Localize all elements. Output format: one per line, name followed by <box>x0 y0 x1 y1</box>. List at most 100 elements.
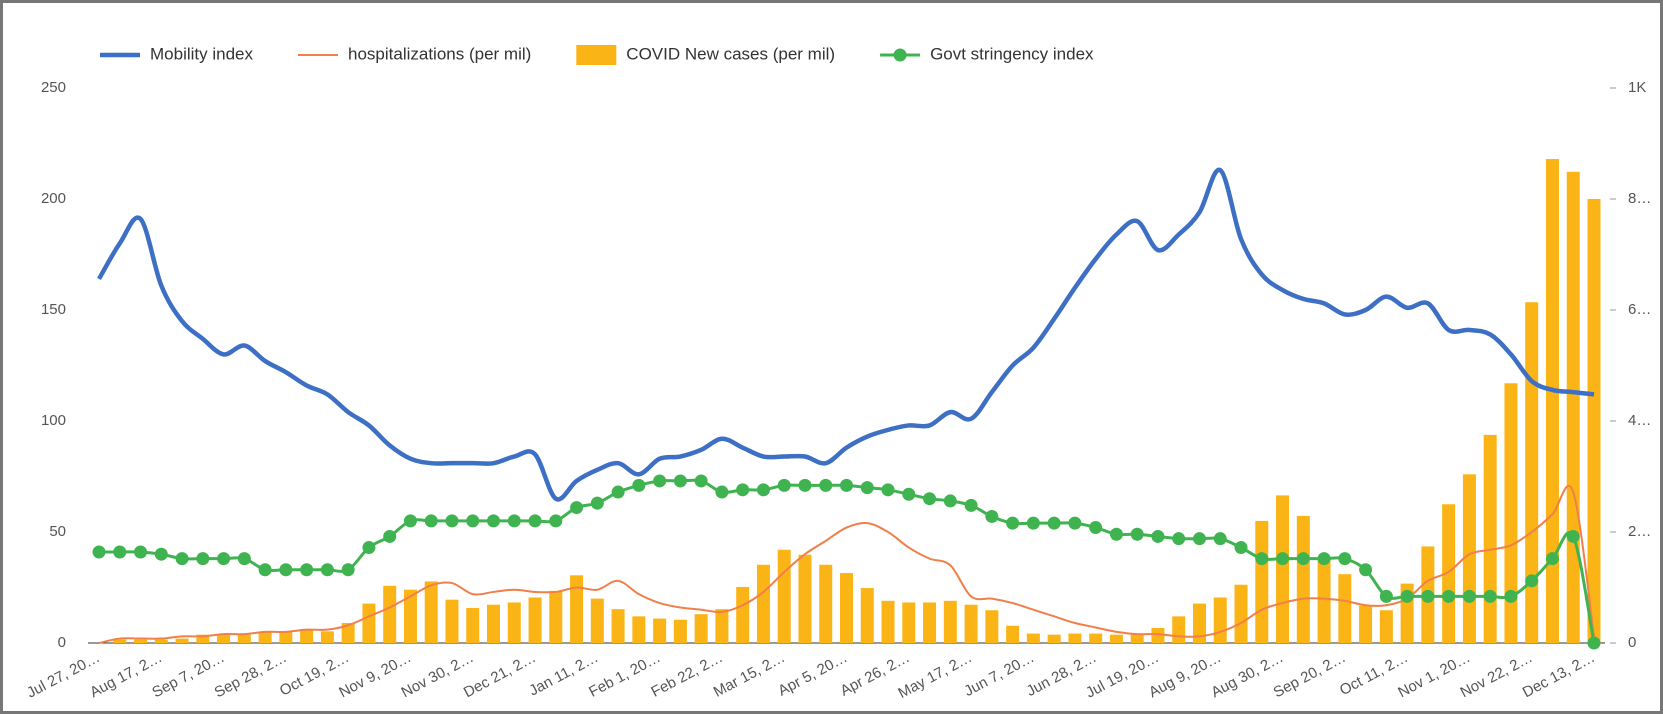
marker <box>653 474 667 488</box>
y2-tick-label: 2… <box>1628 523 1651 540</box>
bar <box>154 639 168 643</box>
marker <box>756 483 770 497</box>
y-tick-label: 250 <box>41 79 66 96</box>
marker <box>736 483 750 497</box>
bar <box>403 589 417 643</box>
y-tick-label: 200 <box>41 190 66 207</box>
bar <box>570 575 584 643</box>
y-tick-label: 50 <box>49 523 66 540</box>
y2-tick-label: 0 <box>1628 634 1636 651</box>
bar <box>1213 597 1227 643</box>
marker <box>570 501 584 515</box>
bar <box>1192 603 1206 643</box>
marker <box>1442 589 1456 603</box>
marker <box>383 529 397 543</box>
bar <box>736 586 750 643</box>
bar <box>1525 302 1539 643</box>
bar <box>1047 634 1061 643</box>
marker <box>1109 527 1123 541</box>
bar <box>715 609 729 643</box>
legend: Mobility index hospitalizations (per mil)… <box>100 44 1094 65</box>
y2-tick-label: 8… <box>1628 190 1651 207</box>
bar <box>1151 628 1165 643</box>
marker <box>715 485 729 499</box>
bar <box>549 590 563 643</box>
legend-label: Mobility index <box>150 44 253 63</box>
bar <box>840 573 853 643</box>
marker <box>320 563 334 577</box>
bar <box>1068 633 1082 643</box>
bar <box>777 549 791 643</box>
marker <box>1462 589 1476 603</box>
marker <box>943 494 957 508</box>
bar <box>362 603 376 643</box>
marker <box>1213 532 1227 546</box>
marker <box>632 478 646 492</box>
bar <box>611 609 625 643</box>
bar <box>300 629 314 643</box>
bar <box>1109 634 1123 643</box>
marker <box>923 492 937 506</box>
bar <box>424 581 438 643</box>
bar <box>902 602 916 643</box>
bar <box>964 604 978 643</box>
marker <box>985 509 999 523</box>
marker <box>1192 532 1206 546</box>
marker <box>1525 574 1539 588</box>
bar <box>943 600 957 643</box>
bar <box>798 554 812 643</box>
bar <box>819 564 833 643</box>
bar <box>528 597 542 643</box>
marker <box>1296 552 1310 566</box>
bar <box>258 632 272 643</box>
marker <box>1317 552 1331 566</box>
bar <box>881 600 895 643</box>
marker <box>1089 521 1103 535</box>
line <box>97 167 1595 502</box>
marker <box>1255 552 1269 566</box>
marker <box>1359 563 1373 577</box>
bar <box>196 634 210 643</box>
marker <box>1587 636 1601 650</box>
y2-tick-label: 1K <box>1628 79 1646 96</box>
marker <box>196 552 210 566</box>
marker <box>528 514 542 528</box>
bar <box>1359 605 1373 643</box>
bar <box>1006 625 1020 643</box>
marker <box>1400 589 1414 603</box>
bar <box>341 623 355 643</box>
y-tick-label: 150 <box>41 301 66 318</box>
marker <box>902 487 916 501</box>
marker <box>113 545 127 559</box>
bar <box>113 639 127 643</box>
marker <box>549 514 563 528</box>
bar <box>1276 495 1290 643</box>
bar <box>487 604 501 643</box>
y-tick-label: 100 <box>41 412 66 429</box>
marker <box>403 514 417 528</box>
legend-label: Govt stringency index <box>930 44 1094 63</box>
bar <box>175 638 189 643</box>
legend-marker <box>893 48 907 62</box>
marker <box>1379 589 1393 603</box>
bar <box>923 602 937 643</box>
bar <box>1026 633 1040 643</box>
marker <box>466 514 480 528</box>
marker <box>777 478 791 492</box>
marker <box>1026 516 1040 530</box>
bar <box>673 619 687 643</box>
marker <box>1047 516 1061 530</box>
marker <box>507 514 521 528</box>
bar <box>1442 504 1456 643</box>
bar <box>985 610 999 643</box>
marker <box>134 545 148 559</box>
marker <box>881 483 895 497</box>
marker <box>1006 516 1020 530</box>
y2-tick-label: 4… <box>1628 412 1651 429</box>
marker <box>1068 516 1082 530</box>
marker <box>694 474 708 488</box>
bar <box>320 631 334 643</box>
marker <box>1483 589 1497 603</box>
marker <box>611 485 625 499</box>
